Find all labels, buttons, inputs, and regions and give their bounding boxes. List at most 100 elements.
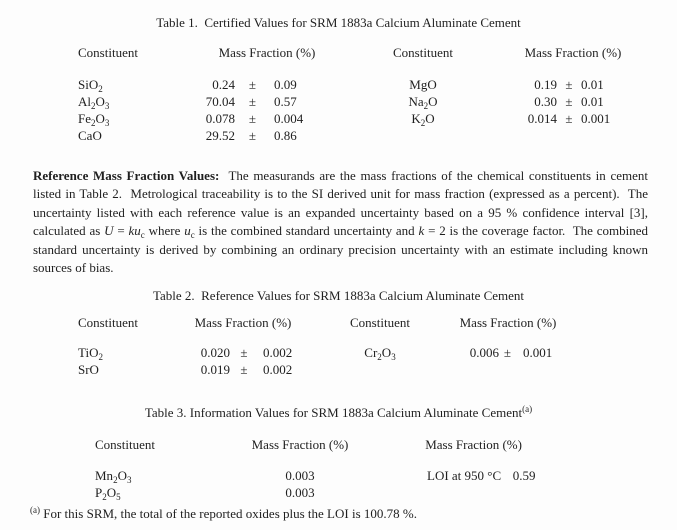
table3-header-massfraction-right: Mass Fraction (%) [425, 437, 522, 453]
constituent-cell: Fe2O3 [78, 111, 110, 128]
empty-cell [473, 127, 557, 144]
constituent-cell: K2O [411, 111, 435, 128]
value-cell: 0.19 [534, 77, 557, 92]
empty-cell [400, 484, 501, 501]
plus-minus-sign: ± [240, 362, 248, 378]
empty-cell [330, 361, 430, 378]
table-row: P2O5 0.003 [95, 484, 547, 503]
uncertainty-cell: 0.004 [274, 111, 304, 126]
empty-cell [581, 127, 645, 144]
uncertainty-cell: 0.001 [581, 111, 611, 126]
uncertainty-cell: 0.001 [523, 345, 553, 361]
value-cell: 0.006 [469, 345, 499, 361]
empty-cell [373, 127, 473, 144]
plus-minus-sign: ± [248, 94, 257, 109]
loi-label-cell: LOI at 950 °C [427, 468, 502, 484]
empty-cell [557, 127, 581, 144]
reference-mass-fraction-paragraph: Reference Mass Fraction Values: The meas… [33, 168, 648, 276]
table2-header-constituent-left: Constituent [78, 315, 138, 331]
column-gap [310, 361, 330, 378]
plus-minus-sign: ± [248, 77, 257, 92]
value-cell: 0.014 [527, 111, 557, 126]
value-cell: 0.003 [285, 468, 315, 484]
uncertainty-cell: 0.86 [274, 128, 297, 143]
plus-minus-sign: ± [248, 111, 257, 126]
footnote-a: (a) For this SRM, the total of the repor… [30, 505, 417, 522]
table2-title: Table 2. Reference Values for SRM 1883a … [152, 288, 525, 304]
table-row: Mn2O3 0.003 LOI at 950 °C 0.59 [95, 467, 547, 486]
table1-title: Table 1. Certified Values for SRM 1883a … [156, 15, 521, 30]
table3-header-constituent: Constituent [95, 437, 155, 453]
value-cell: 0.020 [200, 345, 230, 361]
value-cell: 0.019 [200, 362, 230, 378]
empty-cell [430, 361, 499, 378]
spacer-row [95, 453, 547, 467]
plus-minus-sign: ± [240, 345, 248, 361]
table1-header-massfraction-right: Mass Fraction (%) [524, 45, 622, 60]
table-row: SrO 0.019 ± 0.002 [78, 361, 576, 378]
constituent-cell: MgO [409, 77, 437, 92]
constituent-cell: SrO [78, 362, 99, 378]
table1-header-row: Constituent Mass Fraction (%) Constituen… [78, 44, 645, 61]
column-gap [328, 76, 373, 93]
plus-minus-sign: ± [248, 128, 257, 143]
table1-header-constituent-left: Constituent [78, 45, 138, 60]
table2-header-row: Constituent Mass Fraction (%) Constituen… [78, 314, 576, 331]
table1: Constituent Mass Fraction (%) Constituen… [78, 44, 645, 144]
table3-title: Table 3. Information Values for SRM 1883… [144, 404, 533, 421]
plus-minus-sign: ± [503, 345, 512, 361]
table-row: CaO 29.52 ± 0.86 [78, 127, 645, 144]
constituent-cell: Al2O3 [78, 94, 110, 111]
table3-header-row: Constituent Mass Fraction (%) Mass Fract… [95, 436, 547, 453]
constituent-cell: CaO [78, 128, 102, 143]
table-row: TiO2 0.020 ± 0.002 Cr2O3 0.006 ± 0.001 [78, 344, 576, 363]
value-cell: 0.30 [534, 94, 557, 109]
spacer-row [78, 61, 645, 76]
empty-cell [499, 361, 516, 378]
plus-minus-sign: ± [565, 111, 573, 126]
uncertainty-cell: 0.01 [581, 77, 604, 92]
constituent-cell: TiO2 [78, 345, 103, 363]
value-cell: 0.078 [205, 111, 235, 126]
constituent-cell: P2O5 [95, 485, 121, 503]
table2-header-constituent-right: Constituent [350, 315, 410, 331]
table3: Constituent Mass Fraction (%) Mass Fract… [95, 436, 547, 503]
constituent-cell: Mn2O3 [95, 468, 132, 486]
plus-minus-sign: ± [565, 94, 573, 109]
table2-header-massfraction-left: Mass Fraction (%) [194, 315, 292, 331]
uncertainty-cell: 0.57 [274, 94, 297, 109]
column-gap [310, 344, 330, 361]
column-gap [328, 93, 373, 110]
table-row: Fe2O3 0.078 ± 0.004 K2O 0.014 ± 0.001 [78, 110, 645, 128]
value-cell: 0.59 [512, 468, 536, 484]
empty-cell [501, 484, 547, 501]
column-gap [310, 314, 330, 331]
empty-cell [516, 361, 576, 378]
table2: Constituent Mass Fraction (%) Constituen… [78, 314, 576, 378]
constituent-cell: Na2O [408, 94, 438, 111]
value-cell: 0.24 [212, 77, 235, 92]
value-cell: 29.52 [205, 128, 235, 143]
table-row: Al2O3 70.04 ± 0.57 Na2O 0.30 ± 0.01 [78, 93, 645, 111]
table3-header-massfraction-left: Mass Fraction (%) [251, 437, 349, 453]
uncertainty-cell: 0.002 [263, 362, 293, 378]
column-gap [328, 44, 373, 61]
column-gap [385, 436, 400, 453]
constituent-cell: Cr2O3 [364, 345, 396, 363]
spacer-row [78, 331, 576, 344]
column-gap [385, 484, 400, 501]
plus-minus-sign: ± [565, 77, 573, 92]
table-row: SiO2 0.24 ± 0.09 MgO 0.19 ± 0.01 [78, 76, 645, 94]
column-gap [328, 110, 373, 127]
table2-header-massfraction-right: Mass Fraction (%) [459, 315, 557, 331]
column-gap [328, 127, 373, 144]
table1-header-constituent-right: Constituent [393, 45, 453, 60]
uncertainty-cell: 0.09 [274, 77, 297, 92]
value-cell: 0.003 [285, 485, 315, 501]
uncertainty-cell: 0.01 [581, 94, 604, 109]
uncertainty-cell: 0.002 [263, 345, 293, 361]
constituent-cell: SiO2 [78, 77, 103, 94]
table1-header-massfraction-left: Mass Fraction (%) [218, 45, 316, 60]
value-cell: 70.04 [205, 94, 235, 109]
